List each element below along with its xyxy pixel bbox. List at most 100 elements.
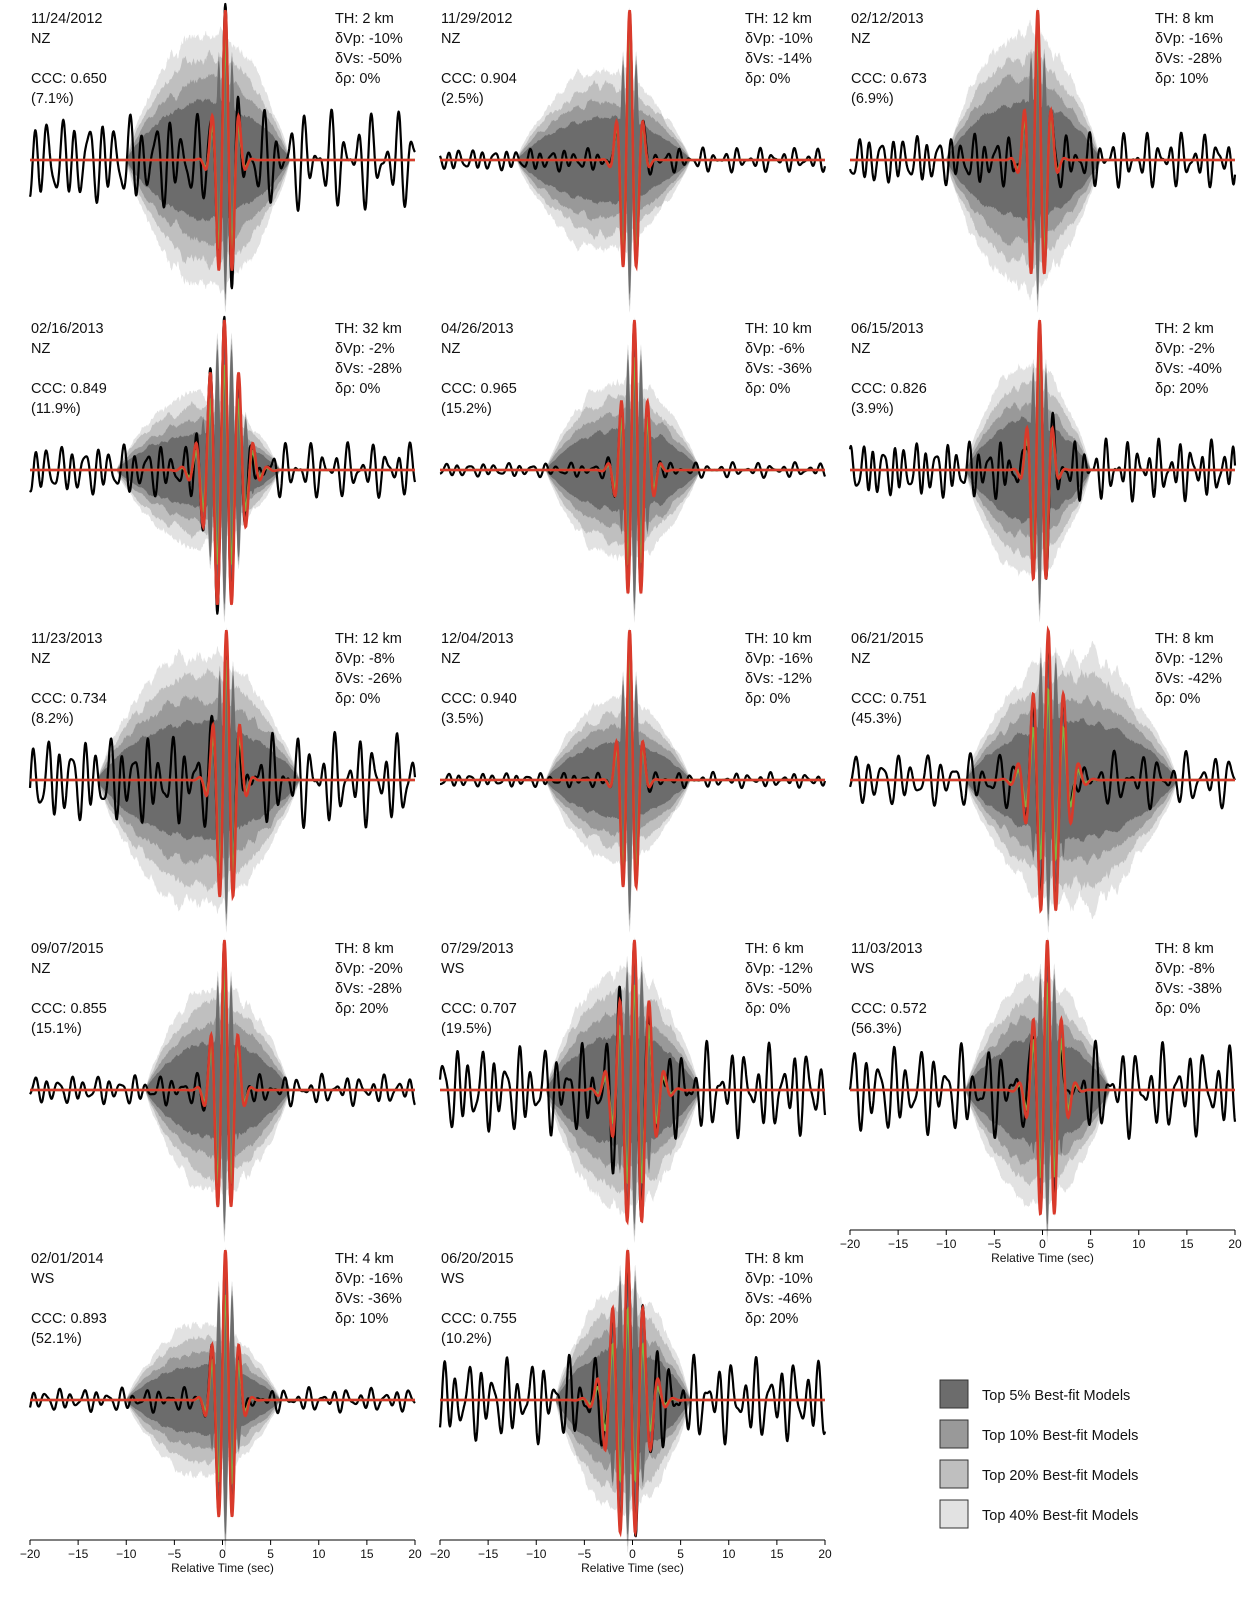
synthetic-trace-red [30, 9, 415, 271]
x-axis-title: Relative Time (sec) [581, 1561, 684, 1575]
ccc-value: CCC: 0.751 [851, 691, 927, 707]
drho-value: δρ: 0% [745, 71, 790, 87]
network-code: NZ [31, 341, 50, 357]
drho-value: δρ: 0% [335, 691, 380, 707]
dvs-value: δVs: -50% [335, 51, 402, 67]
dvp-value: δVp: -16% [335, 1271, 403, 1287]
band-top5 [440, 955, 825, 1225]
dvs-value: δVs: -12% [745, 671, 812, 687]
network-code: NZ [441, 341, 460, 357]
network-code: NZ [31, 31, 50, 47]
x-tick-label: −10 [526, 1547, 547, 1561]
waveform-panel: 02/12/2013 NZ CCC: 0.673 (6.9%) TH: 8 km δVp:… [848, 7, 1237, 313]
x-tick-label: −20 [840, 1237, 861, 1251]
thickness-value: TH: 12 km [335, 631, 402, 647]
misfit-percent: (10.2%) [441, 1331, 492, 1347]
thickness-value: TH: 8 km [1155, 11, 1214, 27]
event-date: 12/04/2013 [441, 631, 514, 647]
legend: Top 5% Best-fit Models Top 10% Best-fit … [939, 1379, 1138, 1529]
x-tick-label: 5 [267, 1547, 274, 1561]
legend-label-top40: Top 40% Best-fit Models [982, 1508, 1138, 1524]
dvp-value: δVp: -10% [745, 1271, 813, 1287]
waveform-panel: 11/03/2013 WS CCC: 0.572 (56.3%) TH: 8 km δVp… [840, 937, 1242, 1265]
network-code: WS [31, 1271, 54, 1287]
ccc-value: CCC: 0.707 [441, 1001, 517, 1017]
synthetic-trace-red [30, 1249, 415, 1518]
ccc-value: CCC: 0.572 [851, 1001, 927, 1017]
x-tick-label: 0 [629, 1547, 636, 1561]
thickness-value: TH: 4 km [335, 1251, 394, 1267]
event-date: 06/15/2013 [851, 321, 924, 337]
x-tick-label: −20 [20, 1547, 41, 1561]
x-tick-label: 0 [1039, 1237, 1046, 1251]
misfit-percent: (6.9%) [851, 91, 894, 107]
network-code: WS [441, 961, 464, 977]
legend-swatch-top5 [939, 1379, 969, 1409]
misfit-percent: (3.9%) [851, 401, 894, 417]
event-date: 11/24/2012 [31, 11, 103, 27]
drho-value: δρ: 20% [1155, 381, 1209, 397]
legend-swatch-top10 [939, 1419, 969, 1449]
ccc-value: CCC: 0.849 [31, 381, 107, 397]
ccc-value: CCC: 0.855 [31, 1001, 107, 1017]
ccc-value: CCC: 0.673 [851, 71, 927, 87]
drho-value: δρ: 0% [1155, 691, 1200, 707]
x-tick-label: 15 [1180, 1237, 1194, 1251]
event-date: 06/21/2015 [851, 631, 924, 647]
waveform-panel: 06/21/2015 NZ CCC: 0.751 (45.3%) TH: 8 km δVp… [848, 625, 1236, 933]
ccc-value: CCC: 0.965 [441, 381, 517, 397]
legend-label-top20: Top 20% Best-fit Models [982, 1468, 1138, 1484]
synthetic-trace-red [850, 319, 1235, 582]
waveform-panel: 02/01/2014 WS CCC: 0.893 (52.1%) TH: 4 km δVp… [20, 1247, 422, 1575]
thickness-value: TH: 8 km [335, 941, 394, 957]
dvs-value: δVs: -50% [745, 981, 812, 997]
x-tick-label: 20 [408, 1547, 422, 1561]
x-tick-label: 5 [1087, 1237, 1094, 1251]
drho-value: δρ: 0% [745, 381, 790, 397]
waveform-panel: 06/15/2013 NZ CCC: 0.826 (3.9%) TH: 2 km δVp:… [848, 317, 1237, 623]
network-code: WS [441, 1271, 464, 1287]
waveform-panel: 11/29/2012 NZ CCC: 0.904 (2.5%) TH: 12 km δVp… [438, 7, 827, 313]
synthetic-trace-red [30, 629, 415, 902]
event-date: 02/12/2013 [851, 11, 924, 27]
event-date: 11/29/2012 [441, 11, 513, 27]
misfit-percent: (11.9%) [31, 401, 81, 417]
misfit-percent: (3.5%) [441, 711, 484, 727]
dvs-value: δVs: -28% [335, 361, 402, 377]
x-tick-label: −10 [116, 1547, 137, 1561]
event-date: 11/23/2013 [31, 631, 103, 647]
x-tick-label: −5 [988, 1237, 1002, 1251]
dvs-value: δVs: -26% [335, 671, 402, 687]
misfit-percent: (2.5%) [441, 91, 484, 107]
band-top5 [850, 25, 1235, 295]
waveform-panel: 06/20/2015 WS CCC: 0.755 (10.2%) TH: 8 km δVp… [430, 1247, 832, 1575]
x-tick-label: −15 [68, 1547, 89, 1561]
network-code: NZ [851, 31, 870, 47]
drho-value: δρ: 0% [745, 1001, 790, 1017]
x-tick-label: 20 [1228, 1237, 1242, 1251]
thickness-value: TH: 12 km [745, 11, 812, 27]
thickness-value: TH: 8 km [745, 1251, 804, 1267]
waveform-panel: 09/07/2015 NZ CCC: 0.855 (15.1%) TH: 8 km δVp… [29, 937, 416, 1243]
network-code: NZ [31, 651, 50, 667]
synthetic-trace-red [30, 939, 415, 1208]
network-code: NZ [31, 961, 50, 977]
dvs-value: δVs: -36% [335, 1291, 402, 1307]
band-top5 [440, 335, 825, 605]
event-date: 04/26/2013 [441, 321, 514, 337]
network-code: WS [851, 961, 874, 977]
dvs-value: δVs: -14% [745, 51, 812, 67]
x-tick-label: 10 [1132, 1237, 1146, 1251]
misfit-percent: (56.3%) [851, 1021, 902, 1037]
x-tick-label: −5 [168, 1547, 182, 1561]
x-tick-label: −5 [578, 1547, 592, 1561]
event-date: 02/16/2013 [31, 321, 104, 337]
misfit-percent: (19.5%) [441, 1021, 492, 1037]
waveform-panel: 07/29/2013 WS CCC: 0.707 (19.5%) TH: 6 km δVp… [438, 937, 827, 1243]
dvs-value: δVs: -28% [1155, 51, 1222, 67]
drho-value: δρ: 0% [335, 71, 380, 87]
x-tick-label: 5 [677, 1547, 684, 1561]
ccc-value: CCC: 0.734 [31, 691, 107, 707]
misfit-percent: (52.1%) [31, 1331, 82, 1347]
panels: 11/24/2012 NZ CCC: 0.650 (7.1%) TH: 2 km δVp:… [20, 2, 1242, 1575]
